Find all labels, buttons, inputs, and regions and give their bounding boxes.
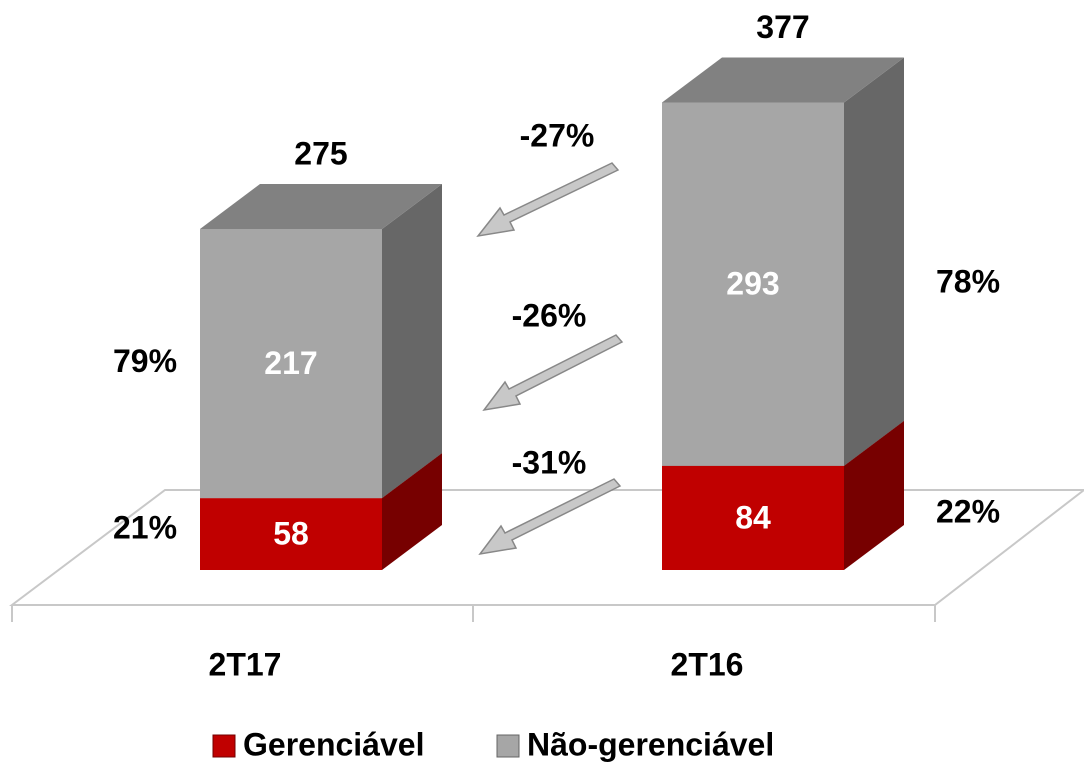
bar-face [200, 184, 442, 229]
bar-face [662, 102, 844, 466]
bar-face [662, 465, 844, 570]
bar-segment [662, 57, 904, 466]
bar-face [382, 184, 442, 499]
share-label: 79% [113, 343, 177, 379]
bar-segment [200, 184, 442, 499]
share-label: 22% [936, 493, 1000, 529]
bar-face [844, 420, 904, 570]
bar-face [662, 57, 904, 103]
floor [9, 489, 1084, 606]
legend-swatch [496, 734, 520, 758]
change-arrows [476, 162, 624, 556]
value-label: 58 [273, 515, 309, 551]
value-label: 84 [735, 499, 771, 535]
category-label: 2T16 [671, 646, 744, 682]
bar-face [382, 453, 442, 570]
value-label: 217 [264, 345, 317, 381]
change-label: -27% [520, 117, 595, 153]
legend-swatch [212, 734, 236, 758]
legend-label: Gerenciável [243, 726, 424, 762]
arrow [476, 162, 620, 238]
bar-face [200, 498, 382, 570]
change-label: -26% [512, 297, 587, 333]
arrow [478, 478, 622, 556]
total-label: 377 [756, 9, 809, 45]
legend-label: Não-gerenciável [527, 726, 774, 762]
total-label: 275 [294, 135, 347, 171]
bar-face [200, 229, 382, 499]
share-label: 78% [936, 264, 1000, 300]
arrow [482, 334, 624, 412]
bar-face [844, 57, 904, 466]
value-label: 293 [726, 266, 779, 302]
change-label: -31% [512, 444, 587, 480]
category-label: 2T17 [209, 646, 282, 682]
share-label: 21% [113, 509, 177, 545]
